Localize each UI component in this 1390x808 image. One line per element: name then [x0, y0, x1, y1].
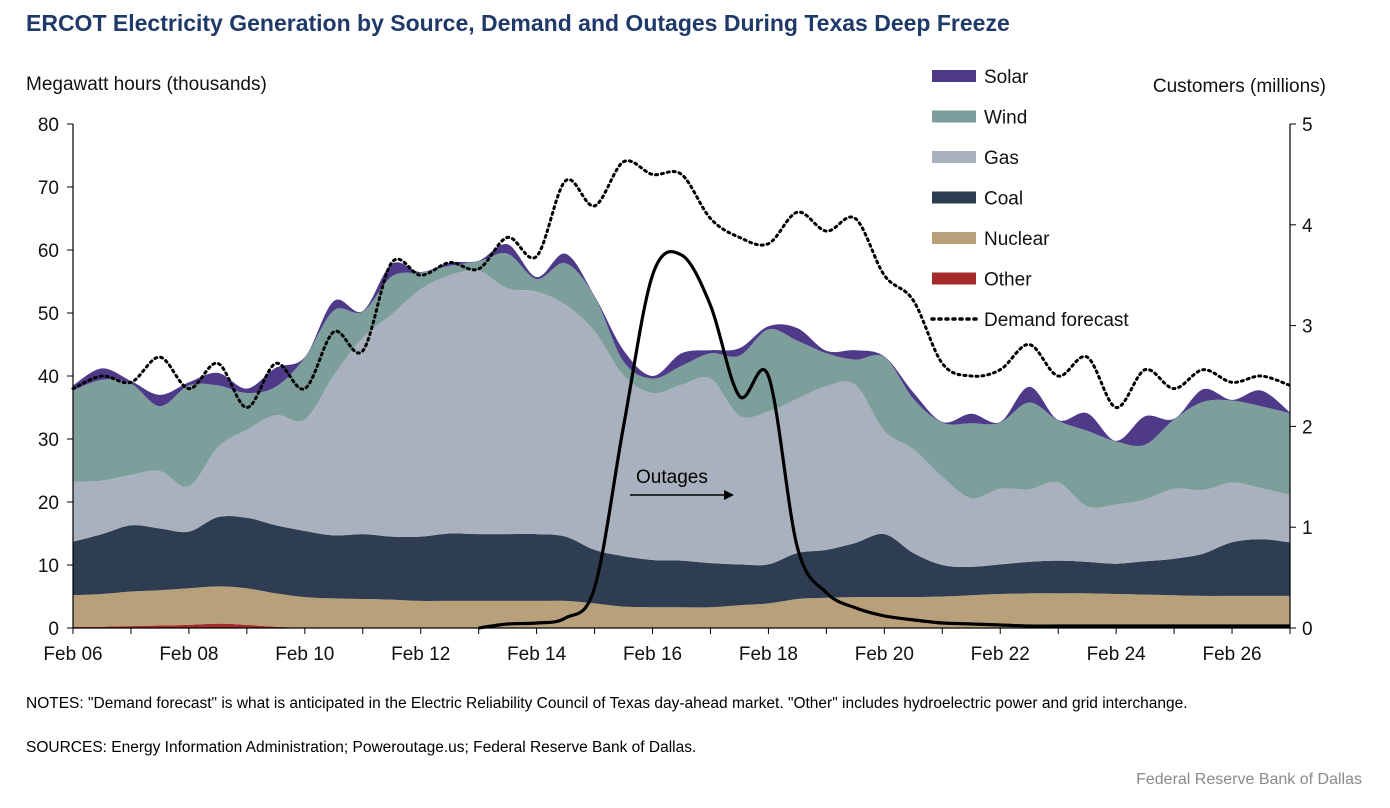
- chart-title: ERCOT Electricity Generation by Source, …: [26, 10, 1010, 36]
- legend-label-nuclear: Nuclear: [984, 229, 1050, 250]
- legend-label-demand-forecast: Demand forecast: [984, 310, 1129, 331]
- x-tick-label: Feb 24: [1087, 644, 1147, 665]
- legend-swatch-wind: [932, 110, 976, 123]
- line-demand-forecast: [71, 159, 1292, 410]
- notes: NOTES: "Demand forecast" is what is anti…: [26, 695, 1188, 712]
- outages-annotation-label: Outages: [636, 467, 708, 488]
- legend: Solar Wind Gas Coal Nuclear Other Demand forec…: [930, 67, 1129, 331]
- y-tick-label-left: 30: [38, 430, 59, 451]
- x-tick-label: Feb 14: [507, 644, 567, 665]
- area-wind: [73, 253, 1290, 508]
- area-nuclear: [73, 586, 1290, 628]
- legend-label-gas: Gas: [984, 148, 1019, 169]
- footer-credit: Federal Reserve Bank of Dallas: [1136, 771, 1362, 788]
- legend-swatch-nuclear: [932, 232, 976, 244]
- outages-annotation: Outages: [630, 467, 734, 500]
- x-tick-label: Feb 22: [971, 644, 1030, 665]
- chart: 0 10 20 30 40 50 60 70 80 0 1 2 3 4 5 Feb 06 Feb 08 Feb 1…: [26, 67, 1326, 665]
- legend-label-solar: Solar: [984, 67, 1029, 88]
- legend-swatch-coal: [932, 191, 976, 204]
- x-tick-label: Feb 06: [43, 644, 102, 665]
- legend-swatch-other: [932, 272, 976, 285]
- y-axis-title-left: Megawatt hours (thousands): [26, 74, 267, 95]
- y-tick-label-right: 1: [1302, 518, 1313, 539]
- x-tick-label: Feb 10: [275, 644, 334, 665]
- y-tick-label-left: 50: [38, 304, 59, 325]
- x-tick-label: Feb 16: [623, 644, 682, 665]
- y-tick-label-right: 4: [1302, 216, 1313, 237]
- legend-label-coal: Coal: [984, 189, 1023, 210]
- area-coal: [73, 515, 1290, 608]
- x-tick-label: Feb 20: [855, 644, 914, 665]
- area-gas: [73, 270, 1290, 567]
- legend-swatch-gas: [932, 151, 976, 163]
- y-tick-label-right: 5: [1302, 115, 1313, 136]
- x-tick-label: Feb 26: [1202, 644, 1261, 665]
- x-tick-label: Feb 18: [739, 644, 798, 665]
- y-axis-title-right: Customers (millions): [1153, 76, 1326, 97]
- line-outages: [478, 250, 1290, 630]
- legend-swatch-solar: [932, 70, 976, 82]
- sources: SOURCES: Energy Information Administrati…: [26, 739, 697, 756]
- x-tick-label: Feb 12: [391, 644, 450, 665]
- legend-label-wind: Wind: [984, 108, 1027, 129]
- y-tick-label-left: 80: [38, 115, 59, 136]
- axes-layer: 0 10 20 30 40 50 60 70 80 0 1 2 3 4 5 Feb 06 Feb 08 Feb 1…: [38, 115, 1313, 665]
- y-tick-label-left: 20: [38, 493, 59, 514]
- outages-arrow-head: [724, 490, 734, 500]
- y-tick-label-right: 3: [1302, 317, 1313, 338]
- y-tick-label-left: 70: [38, 178, 59, 199]
- y-tick-label-right: 0: [1302, 619, 1313, 640]
- y-tick-label-right: 2: [1302, 417, 1313, 438]
- y-tick-label-left: 0: [48, 619, 59, 640]
- y-tick-label-left: 40: [38, 367, 59, 388]
- legend-label-other: Other: [984, 270, 1032, 291]
- y-tick-label-left: 10: [38, 556, 59, 577]
- x-tick-label: Feb 08: [159, 644, 218, 665]
- y-tick-label-left: 60: [38, 241, 59, 262]
- series-layer: [71, 159, 1292, 630]
